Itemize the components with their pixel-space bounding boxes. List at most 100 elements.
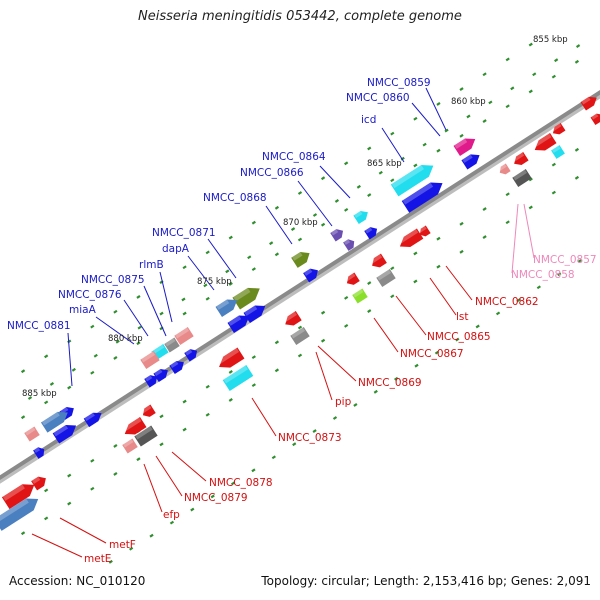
leader-line (155, 455, 183, 497)
map-title: Neisseria meningitidis 053442, complete … (138, 9, 462, 24)
tick-mark (320, 176, 326, 181)
gene-highlight (175, 327, 190, 339)
scale-label: 885 kbp (22, 389, 57, 399)
tick-mark (182, 427, 187, 432)
gene-feature (215, 299, 238, 317)
gene-highlight (513, 169, 528, 181)
tick-mark (251, 267, 256, 272)
leader-line (143, 463, 163, 513)
gene-shape (24, 426, 40, 442)
tick-mark (574, 175, 580, 180)
tick-mark (247, 255, 252, 260)
tick-mark (113, 309, 118, 314)
gene-feature (140, 351, 160, 369)
tick-mark (413, 251, 418, 256)
tick-mark (71, 367, 76, 372)
gene-feature (498, 163, 511, 175)
gene-shape (31, 476, 46, 491)
tick-mark (44, 516, 49, 521)
leader-line (171, 451, 207, 482)
tick-mark (113, 444, 118, 448)
gene-highlight (418, 226, 427, 234)
gene-feature (397, 228, 424, 247)
tick-mark (159, 414, 164, 419)
gene-highlight (0, 498, 29, 523)
scale-labels: 855 kbp 860 kbp 865 kbp 870 kbp 875 kbp 880 k… (22, 35, 568, 399)
gene-feature (532, 133, 557, 151)
tick-mark (312, 213, 318, 217)
tick-mark (228, 398, 233, 402)
tick-mark (90, 370, 95, 375)
tick-mark (459, 133, 464, 138)
gene-feature (330, 229, 344, 242)
tick-mark (274, 340, 280, 345)
gene-feature (512, 169, 532, 187)
gene-feature (222, 364, 254, 392)
tick-mark (297, 325, 303, 330)
tick-mark (367, 309, 372, 313)
gene-shape (83, 412, 102, 428)
gene-highlight (377, 269, 392, 281)
gene-highlight (53, 425, 69, 437)
tick-mark (297, 191, 303, 195)
gene-feature (153, 369, 168, 382)
gene-label: NMCC_0876 (58, 289, 122, 301)
gene-shape (184, 349, 198, 362)
gene-label: NMCC_0864 (262, 151, 326, 163)
gene-highlight (353, 289, 364, 298)
tick-mark (274, 252, 280, 257)
gene-feature (216, 347, 245, 368)
leader-line (317, 345, 357, 382)
tick-mark (413, 279, 418, 284)
gene-feature (144, 375, 158, 388)
leader-line (265, 205, 293, 245)
gene-shape (552, 122, 566, 135)
gene-features (0, 96, 600, 531)
gene-highlight (33, 447, 41, 453)
tick-mark (510, 86, 515, 91)
tick-mark (20, 415, 26, 420)
gene-label: NMCC_0867 (400, 348, 464, 360)
tick-mark (528, 205, 533, 210)
gene-label: NMCC_0878 (209, 477, 273, 489)
tick-mark (230, 481, 236, 486)
gene-shape (227, 315, 250, 333)
gene-highlight (185, 349, 193, 356)
tick-mark (334, 199, 340, 203)
gene-label: NMCC_0868 (203, 192, 267, 204)
tick-mark (482, 119, 487, 123)
leader-line (143, 285, 167, 337)
gene-label: NMCC_0858 (511, 269, 575, 281)
gene-shape (285, 311, 302, 326)
gene-shape (512, 169, 532, 187)
gene-feature (303, 268, 318, 283)
tick-mark (551, 162, 556, 167)
tick-mark (44, 400, 49, 405)
gene-feature (364, 227, 378, 240)
gene-shape (580, 96, 597, 111)
tick-mark (205, 296, 210, 301)
gene-shape (330, 229, 344, 242)
gene-shape (40, 411, 68, 433)
gene-shape (514, 152, 529, 165)
tick-mark (136, 341, 141, 346)
gene-feature (290, 327, 310, 345)
tick-mark (459, 249, 464, 254)
leader-line (425, 87, 447, 131)
tick-mark (136, 457, 141, 462)
tick-mark (413, 116, 418, 121)
gene-highlight (591, 113, 599, 120)
tick-mark (413, 163, 418, 168)
tick-mark (528, 89, 533, 94)
tick-mark (390, 178, 395, 183)
gene-label: NMCC_0865 (427, 331, 491, 343)
gene-highlight (292, 251, 303, 261)
gene-feature (134, 425, 158, 447)
leader-line (67, 332, 73, 387)
gene-highlight (331, 229, 339, 236)
tick-mark (228, 235, 233, 240)
gene-feature (390, 164, 434, 197)
tick-mark (274, 368, 280, 373)
